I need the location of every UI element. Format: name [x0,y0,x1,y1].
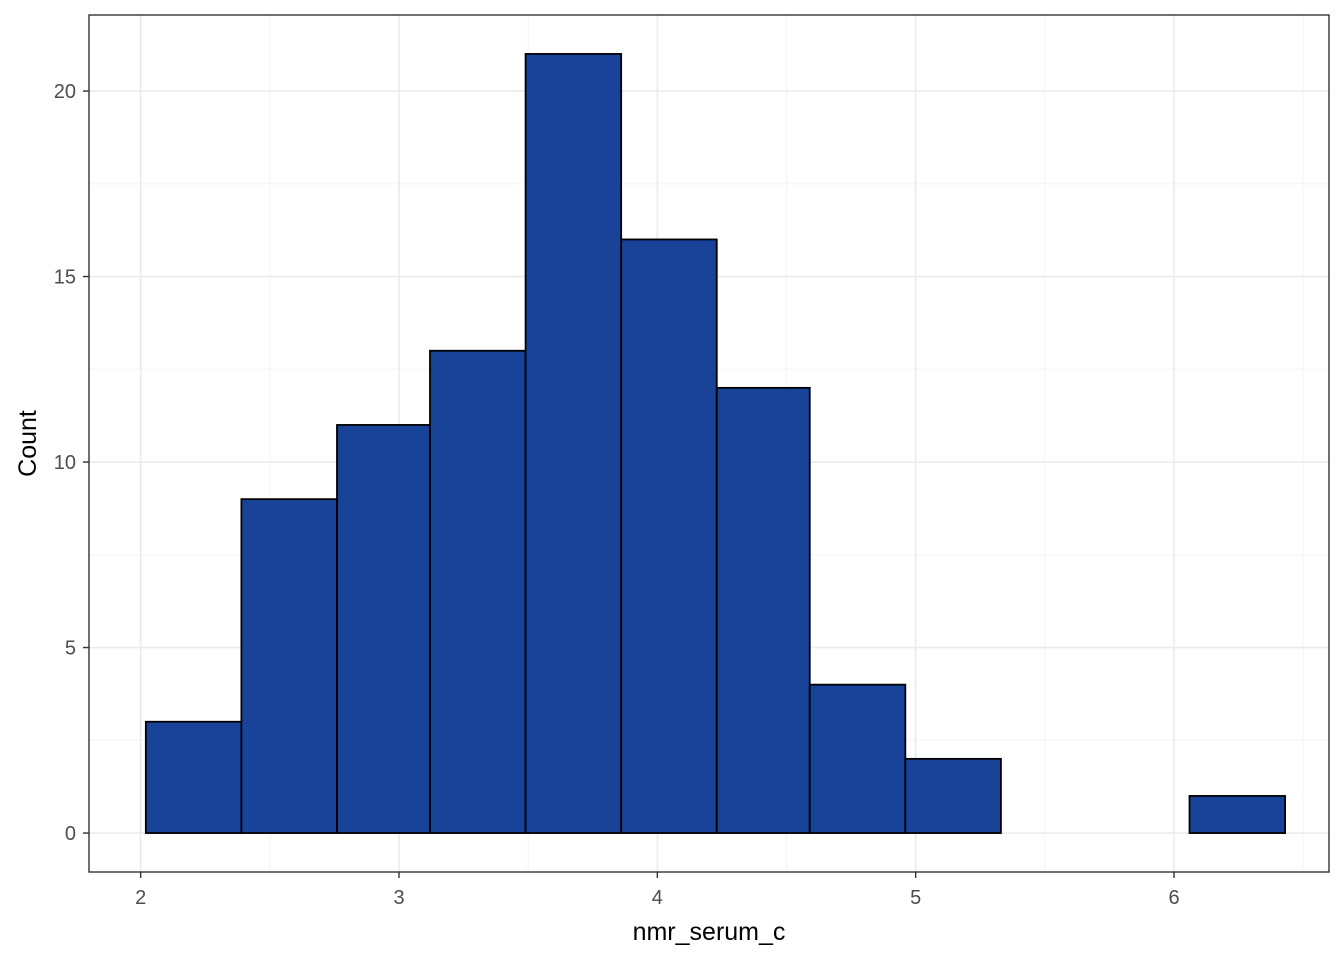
histogram-bar [524,53,623,834]
x-tick-label: 2 [135,887,146,909]
y-tick-label: 5 [65,638,76,660]
histogram-bar [144,720,243,834]
histogram-bar [715,386,811,834]
x-axis-title: nmr_serum_c [633,918,786,946]
x-tick-label: 5 [910,887,921,909]
x-axis: 2 3 4 5 6 [135,872,1180,909]
y-tick-label: 15 [54,267,76,289]
histogram-bar [240,498,338,834]
y-tick-label: 0 [65,823,76,845]
histogram-bars [144,53,1286,834]
x-tick-label: 3 [393,887,404,909]
panel-border [88,14,1330,873]
histogram-bar [336,424,431,834]
histogram-bar [1188,795,1286,834]
histogram-bar [620,238,718,834]
histogram-bar [904,757,1002,834]
y-axis-title: Count [14,410,42,477]
y-axis: 0 5 10 15 20 [54,81,89,845]
y-tick-label: 20 [54,81,76,103]
histogram-bar [429,349,527,834]
x-tick-label: 6 [1168,887,1179,909]
histogram-bar [808,683,907,834]
x-tick-label: 4 [652,887,663,909]
y-tick-label: 10 [54,452,76,474]
